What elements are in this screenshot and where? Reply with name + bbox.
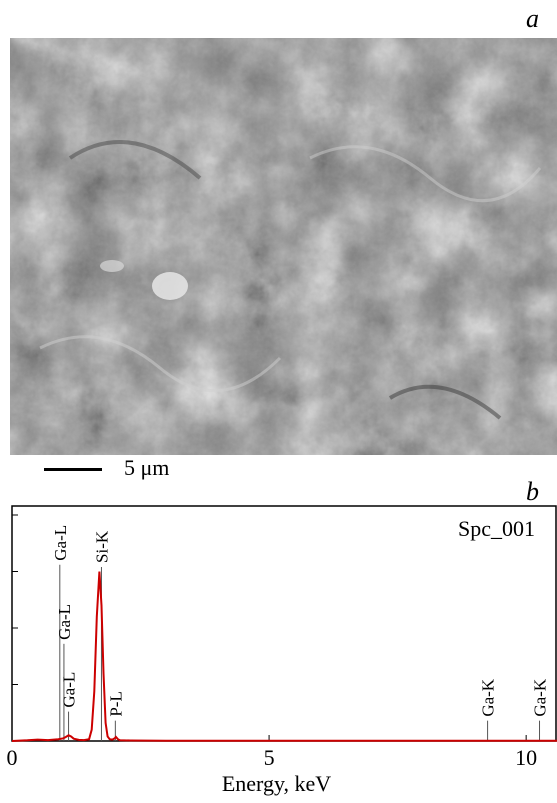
panel-label-a: a [526, 4, 539, 33]
scale-bar [44, 468, 102, 471]
peak-label: P-L [106, 691, 125, 717]
spectrum-series-line [11, 571, 557, 742]
sem-micrograph [10, 38, 557, 455]
x-tick-label: 10 [515, 745, 537, 770]
scale-bar-label: 5 μm [124, 455, 170, 480]
peak-label: Ga-K [479, 678, 498, 716]
peak-label: Ga-L [60, 672, 79, 708]
panel-label-b: b [526, 477, 539, 506]
eds-spectrum-chart: 0 5 10 Energy, keV Spc_001 Ga-L Ga-L Ga-L Si-K P… [7, 505, 557, 796]
peak-label: Ga-L [51, 525, 70, 561]
x-axis-label: Energy, keV [222, 771, 331, 796]
peak-label: Si-K [92, 530, 111, 563]
x-tick-label: 5 [264, 745, 275, 770]
spectrum-id-annotation: Spc_001 [458, 516, 535, 541]
peak-label: Ga-K [531, 678, 550, 716]
x-tick-label: 0 [7, 745, 18, 770]
peak-label: Ga-L [55, 604, 74, 640]
